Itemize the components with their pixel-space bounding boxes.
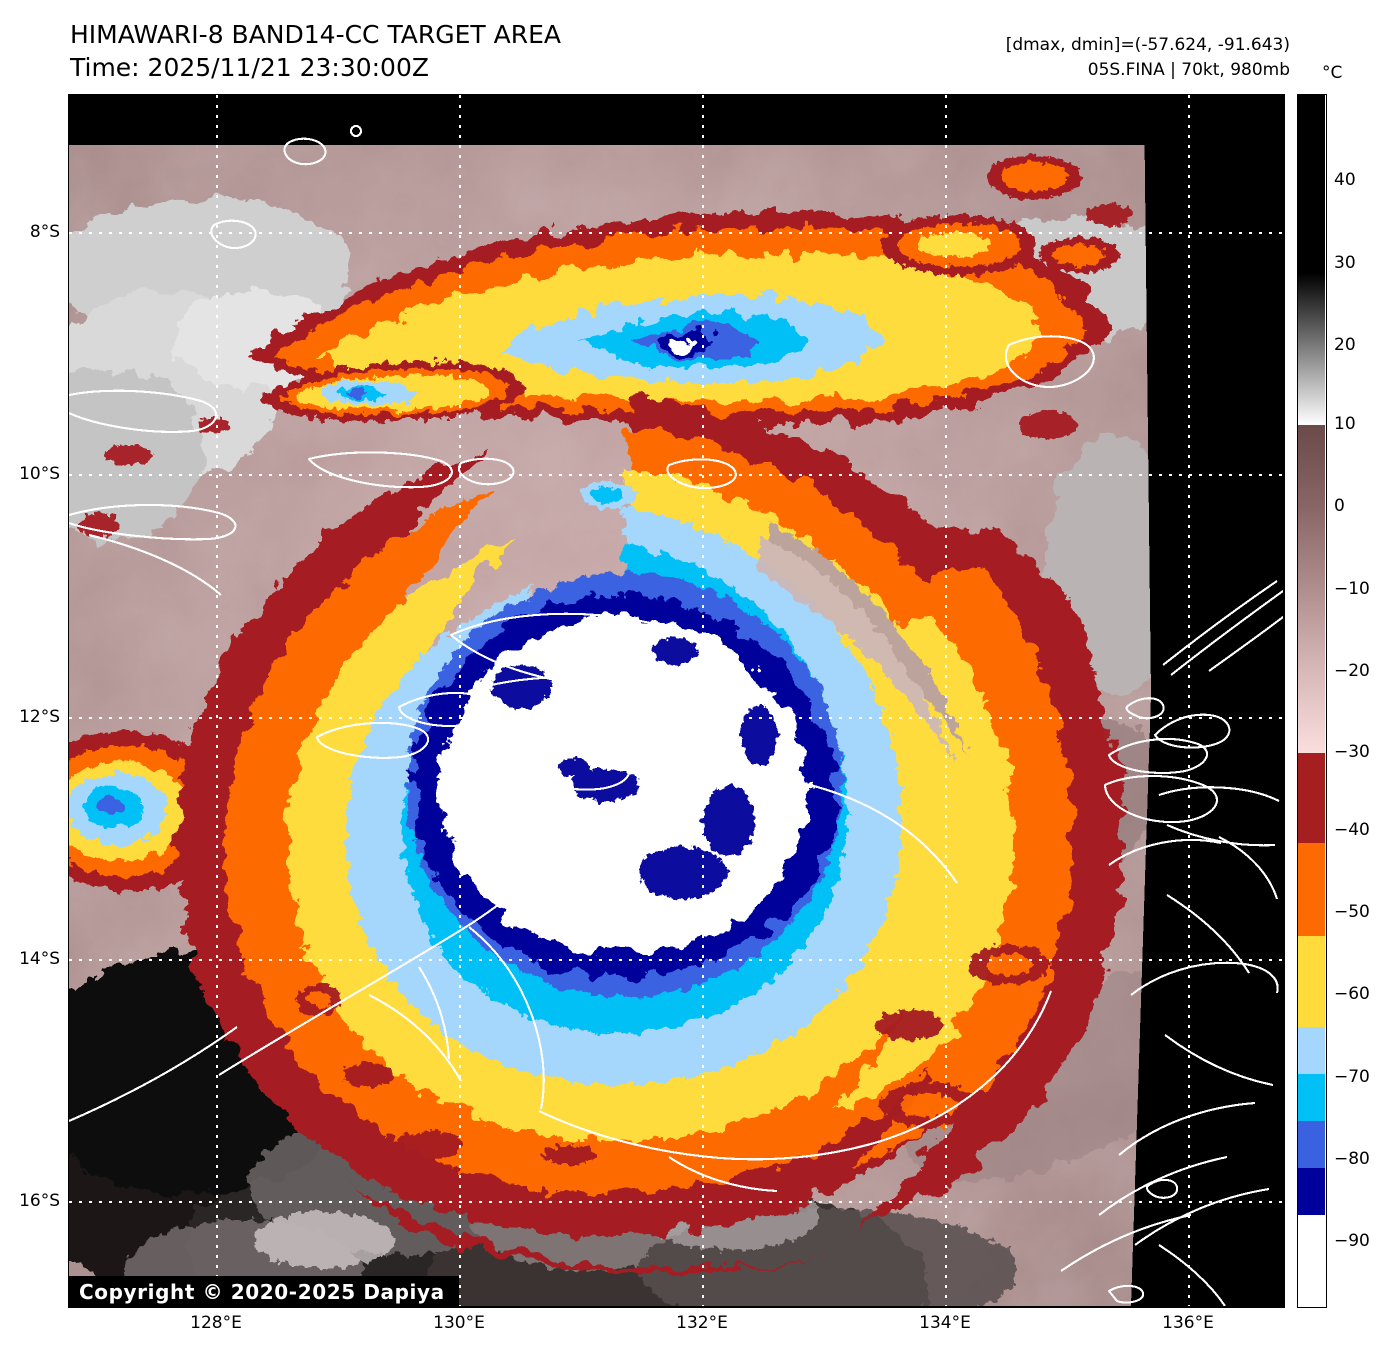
cbar-tick-m10: −10 bbox=[1334, 579, 1370, 599]
cbar-seg-royal-blue bbox=[1298, 1121, 1325, 1168]
cbar-tick-0: 0 bbox=[1334, 496, 1345, 516]
cbar-seg-navy bbox=[1298, 1168, 1325, 1215]
y-tick-12s: 12°S bbox=[19, 707, 60, 727]
northern-rainband bbox=[249, 155, 1119, 425]
page-title: HIMAWARI-8 BAND14-CC TARGET AREA Time: 20… bbox=[70, 18, 561, 84]
y-tick-8s: 8°S bbox=[29, 222, 60, 242]
cbar-tick-m40: −40 bbox=[1334, 820, 1370, 840]
cbar-tick-40: 40 bbox=[1334, 170, 1356, 190]
cbar-seg-mauve-ramp bbox=[1298, 425, 1325, 753]
y-tick-10s: 10°S bbox=[19, 464, 60, 484]
copyright-bar: Copyright © 2020-2025 Dapiya bbox=[69, 1276, 459, 1307]
dmax-dmin-label: [dmax, dmin]=(-57.624, -91.643) bbox=[1005, 35, 1290, 55]
cbar-tick-m80: −80 bbox=[1334, 1149, 1370, 1169]
colorbar[interactable] bbox=[1297, 94, 1327, 1308]
cbar-tick-30: 30 bbox=[1334, 253, 1356, 273]
x-tick-130e: 130°E bbox=[433, 1313, 485, 1333]
cbar-tick-20: 20 bbox=[1334, 335, 1356, 355]
colorbar-unit-label: °C bbox=[1322, 63, 1343, 83]
cbar-tick-m20: −20 bbox=[1334, 661, 1370, 681]
time-line: Time: 2025/11/21 23:30:00Z bbox=[70, 53, 429, 82]
gray-cloud-upper-left bbox=[69, 198, 354, 540]
cbar-seg-dark-red bbox=[1298, 753, 1325, 843]
cbar-tick-m60: −60 bbox=[1334, 984, 1370, 1004]
primary-cyclone bbox=[177, 395, 1123, 1274]
y-tick-16s: 16°S bbox=[19, 1191, 60, 1211]
cbar-seg-yellow bbox=[1298, 936, 1325, 1027]
x-tick-136e: 136°E bbox=[1162, 1313, 1214, 1333]
cbar-tick-m50: −50 bbox=[1334, 902, 1370, 922]
cbar-tick-10: 10 bbox=[1334, 414, 1356, 434]
graticule bbox=[69, 95, 1283, 1306]
cbar-seg-orange bbox=[1298, 843, 1325, 936]
coastline-overlay bbox=[69, 124, 1283, 1306]
cbar-tick-m70: −70 bbox=[1334, 1067, 1370, 1087]
cbar-tick-m90: −90 bbox=[1334, 1231, 1370, 1251]
copyright-text: Copyright © 2020-2025 Dapiya bbox=[79, 1279, 445, 1304]
cbar-seg-gray-ramp bbox=[1298, 273, 1325, 425]
no-data-top bbox=[69, 95, 1283, 145]
y-tick-14s: 14°S bbox=[19, 949, 60, 969]
x-tick-132e: 132°E bbox=[676, 1313, 728, 1333]
metadata-block: [dmax, dmin]=(-57.624, -91.643) 05S.FINA … bbox=[1006, 33, 1290, 82]
cbar-seg-warm-black bbox=[1298, 95, 1325, 273]
data-swath bbox=[69, 95, 1283, 1306]
satellite-raster bbox=[69, 95, 1283, 1306]
cbar-seg-light-blue bbox=[1298, 1027, 1325, 1074]
cbar-seg-white-cold bbox=[1298, 1215, 1325, 1306]
x-tick-134e: 134°E bbox=[919, 1313, 971, 1333]
no-data-region bbox=[1131, 95, 1283, 1306]
satellite-image-plot[interactable] bbox=[68, 94, 1285, 1308]
x-tick-128e: 128°E bbox=[190, 1313, 242, 1333]
scattered-cells bbox=[79, 203, 1131, 1216]
storm-info-label: 05S.FINA | 70kt, 980mb bbox=[1087, 59, 1290, 80]
cbar-tick-m30: −30 bbox=[1334, 742, 1370, 762]
cbar-seg-cyan bbox=[1298, 1074, 1325, 1121]
title-line: HIMAWARI-8 BAND14-CC TARGET AREA bbox=[70, 20, 562, 49]
